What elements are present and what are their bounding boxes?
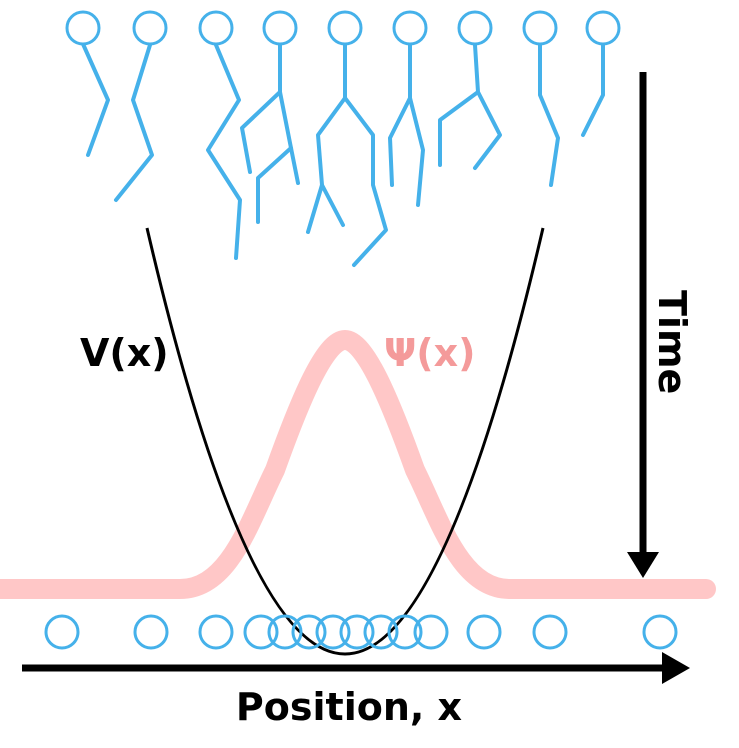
trajectory-3 (206, 43, 242, 260)
trajectory-6a (388, 43, 412, 187)
trajectory-8 (538, 43, 560, 187)
walker-bottom-13 (532, 614, 568, 650)
trajectory-5b (320, 183, 345, 227)
walker-top-7 (457, 10, 493, 46)
trajectory-7a (438, 43, 480, 167)
walker-bottom-11 (413, 614, 449, 650)
time-axis-label: Time (650, 290, 694, 394)
walker-bottom-7 (315, 614, 351, 650)
walker-bottom-2 (133, 614, 169, 650)
walker-top-6 (392, 10, 428, 46)
potential-label: V(x) (80, 331, 169, 375)
walker-top-9 (585, 10, 621, 46)
walker-trajectories (81, 42, 605, 267)
walker-top-4 (262, 10, 298, 46)
trajectory-4a (240, 43, 282, 174)
walker-bottom-5 (267, 614, 303, 650)
potential-curve (145, 227, 545, 656)
walker-top-5 (327, 10, 363, 46)
trajectory-6b (408, 96, 425, 207)
trajectory-4b (278, 90, 300, 185)
position-arrow-head (662, 652, 690, 684)
walker-top-8 (522, 10, 558, 46)
time-arrow-head (627, 552, 659, 578)
position-axis-label: Position, x (236, 685, 462, 729)
final-walkers (44, 614, 678, 650)
trajectory-5c (343, 96, 388, 267)
trajectory-7b (473, 90, 502, 170)
walker-bottom-10 (387, 614, 423, 650)
trajectory-4c (256, 146, 293, 224)
trajectory-1 (81, 42, 110, 157)
wavefunction-curve (0, 330, 716, 599)
initial-walkers (65, 10, 621, 46)
walker-bottom-3 (198, 614, 234, 650)
walker-bottom-1 (44, 614, 80, 650)
wavefunction-label: Ψ(x) (384, 331, 476, 375)
walker-bottom-8 (339, 614, 375, 650)
walker-bottom-14 (642, 614, 678, 650)
trajectory-9 (581, 43, 605, 137)
walker-bottom-9 (363, 614, 399, 650)
walker-top-2 (132, 10, 168, 46)
walker-top-3 (198, 10, 234, 46)
trajectory-5a (306, 43, 347, 234)
walker-bottom-4 (243, 614, 279, 650)
walker-bottom-6 (291, 614, 327, 650)
walker-top-1 (65, 10, 101, 46)
trajectory-2 (114, 43, 154, 202)
walker-bottom-12 (466, 614, 502, 650)
